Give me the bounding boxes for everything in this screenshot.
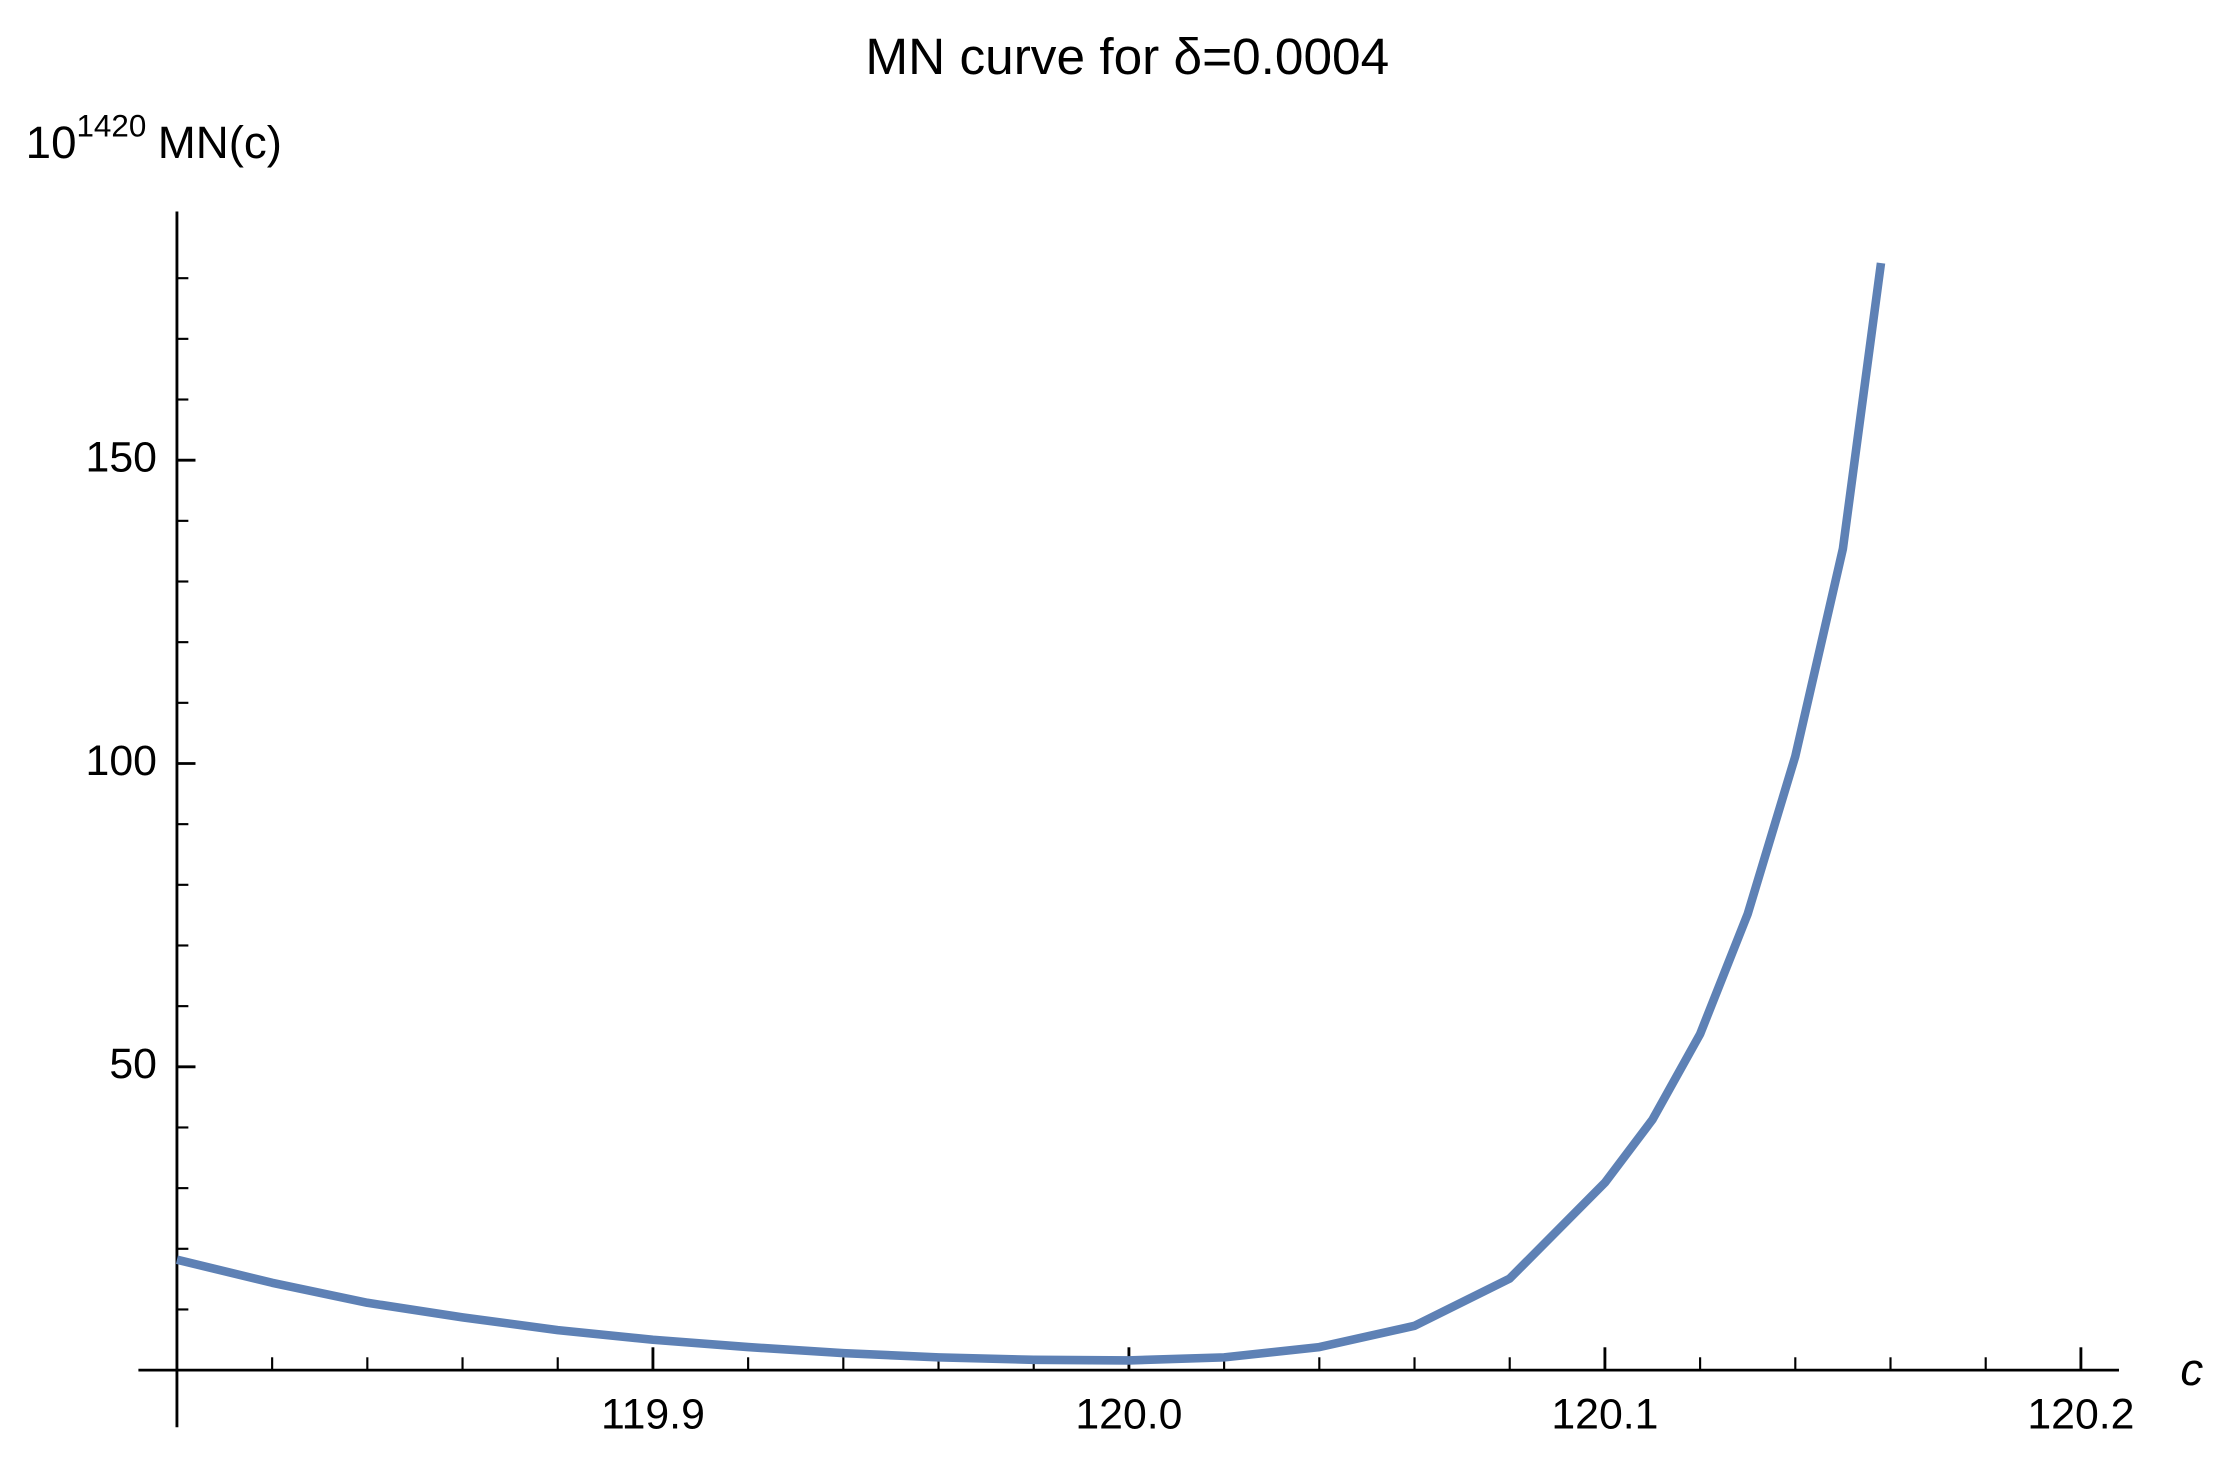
chart-title: MN curve for δ=0.0004 xyxy=(865,28,1389,85)
y-tick-label: 50 xyxy=(109,1040,157,1088)
y-label-text: MN(c) xyxy=(158,117,282,168)
x-tick-label: 120.0 xyxy=(1075,1391,1182,1439)
x-tick-label: 120.1 xyxy=(1551,1391,1658,1439)
y-tick-label: 100 xyxy=(86,737,157,785)
data-line xyxy=(175,262,1886,1365)
y-label-base: 10 xyxy=(26,117,77,168)
x-tick-label: 119.9 xyxy=(601,1391,705,1439)
y-label-exponent: 1420 xyxy=(76,109,146,144)
x-tick-label: 120.2 xyxy=(2027,1391,2134,1439)
y-tick-label: 150 xyxy=(86,433,157,481)
y-axis-label: 101420 MN(c) xyxy=(26,109,282,168)
x-axis-label: c xyxy=(2180,1344,2203,1395)
